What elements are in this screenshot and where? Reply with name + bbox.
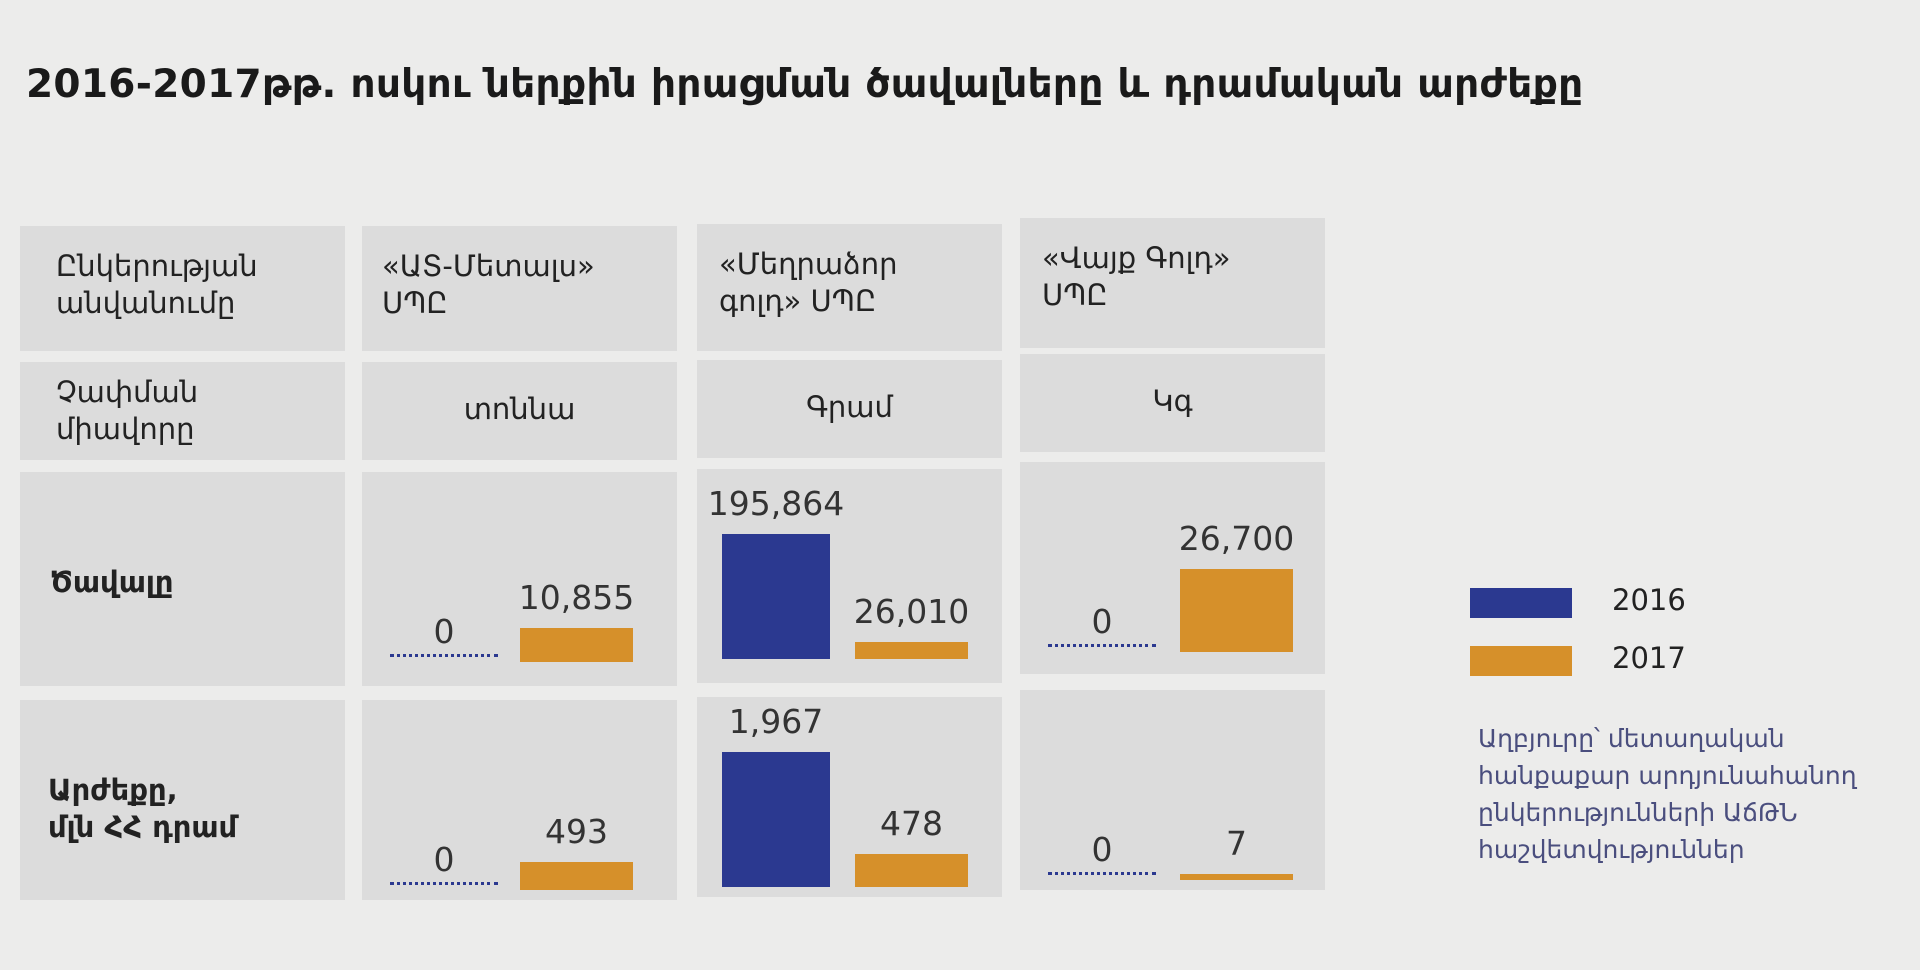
legend-swatch-2017 [1470, 646, 1572, 676]
bar-2016 [722, 534, 830, 659]
data-label-2017: 26,700 [1178, 519, 1295, 558]
company-name: «Վայք Գոլդ» ՍՊԸ [1042, 241, 1231, 312]
data-label-2016: 195,864 [707, 484, 845, 523]
unit-cell: տոննա [362, 362, 677, 460]
header-label-cell: Ընկերության անվանումը [20, 226, 345, 351]
data-label-2017: 478 [880, 804, 943, 843]
unit-value: Կգ [1152, 384, 1193, 418]
bar-2017 [1180, 874, 1293, 880]
legend-label-2016: 2016 [1612, 583, 1686, 617]
data-label-2016: 0 [1091, 602, 1113, 641]
company-name: «Մեղրաձոր գոլդ» ՍՊԸ [719, 247, 898, 318]
data-label-2017: 7 [1226, 824, 1247, 863]
header-company-cell: «ԱՏ-Մետալս» ՍՊԸ [362, 226, 677, 351]
unit-cell: Կգ [1020, 354, 1325, 452]
unit-label: Չափման միավորը [56, 375, 199, 446]
unit-cell: Գրամ [697, 360, 1002, 458]
header-company-cell: «Մեղրաձոր գոլդ» ՍՊԸ [697, 224, 1002, 351]
bar-zero-2016 [390, 882, 498, 885]
data-label-2016: 0 [433, 612, 455, 651]
bar-2016 [722, 752, 830, 887]
company-name: «ԱՏ-Մետալս» ՍՊԸ [382, 249, 595, 320]
bar-zero-2016 [1048, 872, 1156, 875]
volume-label: Ծավալը [50, 565, 174, 599]
bar-2017 [855, 642, 968, 659]
company-name-label: Ընկերության անվանումը [56, 249, 258, 320]
value-label: Արժեքը, մլն ՀՀ դրամ [48, 773, 238, 844]
volume-chart-cell: 195,864 26,010 [697, 469, 1002, 683]
bar-2017 [855, 854, 968, 887]
data-label-2017: 493 [545, 812, 608, 851]
unit-value: Գրամ [806, 390, 893, 424]
unit-label-cell: Չափման միավորը [20, 362, 345, 460]
data-label-2016: 0 [1091, 830, 1113, 869]
header-company-cell: «Վայք Գոլդ» ՍՊԸ [1020, 218, 1325, 348]
legend-swatch-2016 [1470, 588, 1572, 618]
value-label-cell: Արժեքը, մլն ՀՀ դրամ [20, 700, 345, 900]
data-label-2016: 0 [433, 840, 455, 879]
value-chart-cell: 0 493 [362, 700, 677, 900]
bar-2017 [520, 862, 633, 890]
bar-zero-2016 [390, 654, 498, 657]
legend-label-2017: 2017 [1612, 641, 1686, 675]
data-label-2016: 1,967 [728, 702, 824, 741]
bar-zero-2016 [1048, 644, 1156, 647]
chart-title: 2016-2017թթ. ոսկու ներքին իրացման ծավալն… [26, 62, 1584, 107]
bar-2017 [1180, 569, 1293, 652]
volume-chart-cell: 0 10,855 [362, 472, 677, 686]
value-chart-cell: 1,967 478 [697, 697, 1002, 897]
unit-value: տոննա [463, 392, 576, 426]
data-label-2017: 26,010 [853, 592, 970, 631]
data-label-2017: 10,855 [518, 578, 635, 617]
bar-2017 [520, 628, 633, 662]
source-note: Աղբյուրը՝ մետաղական հանքաքար արդյունահան… [1478, 724, 1857, 864]
volume-chart-cell: 0 26,700 [1020, 462, 1325, 674]
volume-label-cell: Ծավալը [20, 472, 345, 686]
